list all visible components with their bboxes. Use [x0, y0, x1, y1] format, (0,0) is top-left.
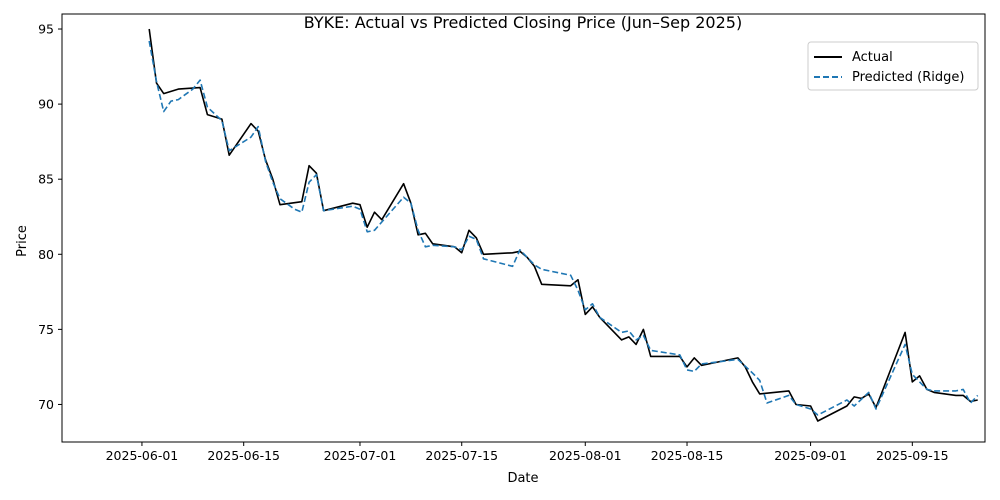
x-tick-label: 2025-08-15	[651, 448, 724, 463]
y-axis-label: Price	[15, 225, 30, 257]
series-layer	[148, 28, 979, 422]
chart-title: BYKE: Actual vs Predicted Closing Price …	[304, 13, 742, 32]
x-tick-label: 2025-06-15	[207, 448, 280, 463]
x-axis-label: Date	[507, 471, 538, 486]
x-axis: 2025-06-01 2025-06-15 2025-07-01 2025-07-15…	[106, 442, 949, 463]
y-tick-label: 95	[38, 22, 54, 37]
legend: Actual Predicted (Ridge)	[807, 41, 979, 91]
x-tick-label: 2025-08-01	[549, 448, 622, 463]
series-line-predicted	[148, 40, 979, 416]
series-line-actual	[148, 28, 978, 422]
plot-frame	[61, 13, 986, 443]
y-tick-label: 90	[38, 97, 54, 112]
y-axis: 70 75 80 85 90 95	[38, 22, 62, 412]
y-tick-label: 75	[38, 322, 54, 337]
legend-label-predicted: Predicted (Ridge)	[852, 70, 964, 85]
legend-box	[807, 41, 979, 91]
y-tick-label: 85	[38, 172, 54, 187]
x-tick-label: 2025-06-01	[106, 448, 179, 463]
x-tick-label: 2025-09-01	[774, 448, 847, 463]
x-tick-label: 2025-07-15	[425, 448, 498, 463]
legend-label-actual: Actual	[852, 50, 893, 65]
x-tick-label: 2025-07-01	[324, 448, 397, 463]
x-tick-label: 2025-09-15	[876, 448, 949, 463]
y-tick-label: 70	[38, 397, 54, 412]
y-tick-label: 80	[38, 247, 54, 262]
